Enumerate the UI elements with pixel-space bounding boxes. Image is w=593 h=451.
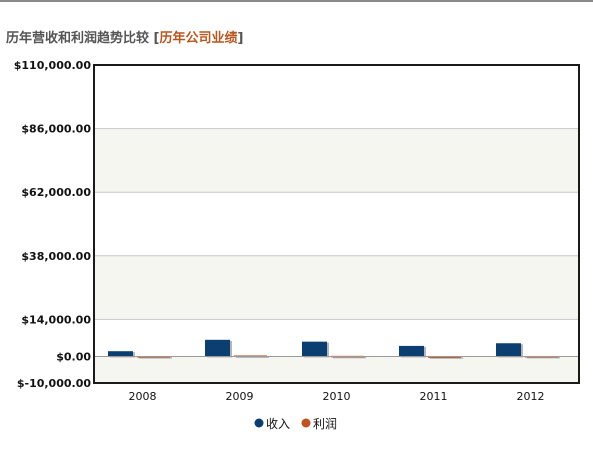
section-title: 历年营收和利润趋势比较	[6, 31, 150, 46]
bracket-open: [	[153, 31, 160, 46]
x-tick-label: 2011	[420, 390, 448, 403]
y-tick-label: $0.00	[56, 351, 91, 364]
bar-shadow	[527, 356, 560, 359]
bar-revenue[interactable]	[302, 341, 327, 357]
y-tick-label: $14,000.00	[21, 313, 91, 326]
x-tick-label: 2008	[129, 390, 157, 403]
bar-revenue[interactable]	[399, 345, 424, 357]
y-tick-label: $110,000.00	[14, 59, 92, 72]
bar-revenue[interactable]	[108, 351, 133, 357]
bar-revenue[interactable]	[496, 343, 521, 357]
bar-shadow	[139, 357, 172, 359]
legend-label[interactable]: 利润	[313, 417, 337, 431]
y-tick-label: $38,000.00	[21, 250, 91, 263]
bar-shadow	[236, 356, 269, 358]
plot-frame	[93, 64, 580, 384]
section-header: 历年营收和利润趋势比较 [历年公司业绩]	[6, 27, 243, 46]
grid-band	[94, 65, 579, 129]
bar-shadow	[430, 357, 463, 359]
x-tick-label: 2010	[323, 390, 351, 403]
grid-band	[94, 356, 579, 383]
bracket-close: ]	[237, 31, 244, 46]
legend-label[interactable]: 收入	[266, 417, 290, 431]
legend-marker	[301, 418, 311, 428]
x-tick-label: 2012	[517, 390, 545, 403]
y-tick-label: $-10,000.00	[17, 377, 91, 390]
y-tick-label: $86,000.00	[21, 123, 91, 136]
x-tick-label: 2009	[226, 390, 254, 403]
grid-band	[94, 128, 579, 193]
bar-revenue[interactable]	[205, 339, 230, 357]
bar-profit[interactable]	[428, 356, 461, 358]
grid-band	[94, 255, 579, 320]
legend-marker	[254, 418, 264, 428]
company-performance-link[interactable]: 历年公司业绩	[159, 31, 238, 46]
y-tick-label: $62,000.00	[21, 186, 91, 199]
grid-band	[94, 192, 579, 256]
top-divider	[0, 0, 593, 2]
bar-shadow	[333, 356, 366, 359]
